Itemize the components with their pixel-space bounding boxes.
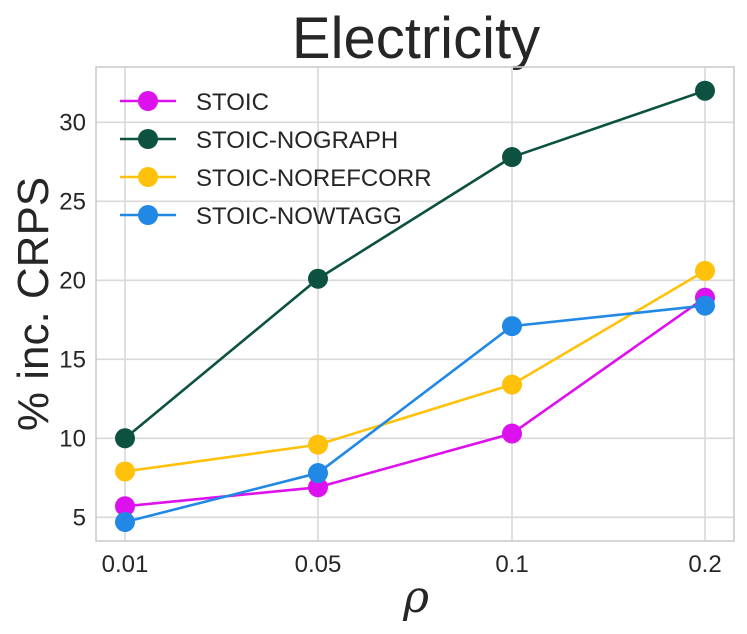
data-point: [115, 428, 135, 449]
y-tick-label: 25: [59, 188, 86, 215]
x-ticks: 0.01 0.05 0.1 0.2: [102, 551, 722, 578]
legend: STOIC STOIC-NOGRAPH STOIC-NOREFCORR STOIC-N…: [120, 89, 432, 230]
legend-label: STOIC: [196, 89, 269, 116]
data-point: [502, 147, 522, 168]
data-point: [115, 512, 135, 533]
data-point: [308, 463, 328, 484]
legend-label: STOIC-NOREFCORR: [196, 165, 432, 192]
series-stoic-nograph: [115, 80, 715, 449]
data-point: [115, 496, 135, 517]
chart-title: Electricity: [292, 6, 540, 71]
series-layer: [115, 80, 715, 533]
plot-frame: [95, 66, 735, 542]
y-axis-label: % inc. CRPS: [9, 177, 58, 431]
series-stoic-norefcorr: [115, 260, 715, 482]
series-line: [124, 89, 706, 440]
legend-entry: STOIC-NOWTAGG: [120, 203, 402, 230]
y-tick-label: 5: [73, 504, 86, 531]
legend-entry: STOIC-NOGRAPH: [120, 127, 398, 154]
data-point: [115, 461, 135, 482]
x-tick-label: 0.2: [688, 551, 721, 578]
data-point: [695, 260, 715, 281]
data-point: [695, 295, 715, 316]
data-point: [308, 434, 328, 455]
data-point: [695, 80, 715, 101]
legend-marker: [138, 205, 158, 225]
x-tick-label: 0.01: [102, 551, 149, 578]
y-tick-label: 10: [59, 425, 86, 452]
y-tick-label: 20: [59, 267, 86, 294]
series-line: [124, 304, 706, 524]
y-ticks: 5 10 15 20 25 30: [59, 109, 86, 531]
legend-marker: [138, 167, 158, 187]
y-tick-label: 30: [59, 109, 86, 136]
legend-label: STOIC-NOWTAGG: [196, 203, 402, 230]
series-stoic-nowtagg: [115, 295, 715, 533]
legend-entry: STOIC-NOREFCORR: [120, 165, 432, 192]
legend-marker: [138, 91, 158, 111]
data-point: [308, 477, 328, 498]
y-tick-label: 15: [59, 346, 86, 373]
data-point: [502, 423, 522, 444]
data-point: [502, 316, 522, 337]
data-point: [308, 268, 328, 289]
legend-label: STOIC-NOGRAPH: [196, 127, 398, 154]
x-tick-label: 0.1: [495, 551, 528, 578]
legend-entry: STOIC: [120, 89, 269, 116]
data-point: [502, 374, 522, 395]
grid: [96, 67, 734, 541]
series-line: [124, 269, 706, 473]
x-axis-label: ρ: [402, 572, 429, 623]
x-tick-label: 0.05: [295, 551, 342, 578]
legend-marker: [138, 129, 158, 149]
